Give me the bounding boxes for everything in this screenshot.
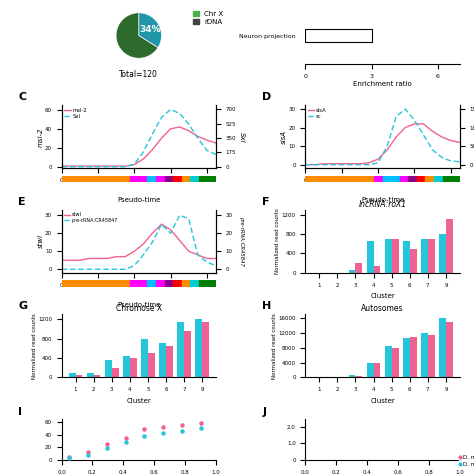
Bar <box>410 337 417 377</box>
Point <box>178 421 185 429</box>
Point <box>65 453 73 460</box>
Wedge shape <box>139 13 162 48</box>
Bar <box>112 368 118 377</box>
Bar <box>177 321 184 377</box>
Bar <box>349 271 356 273</box>
Point <box>140 432 148 439</box>
Y-axis label: Normalized read counts: Normalized read counts <box>272 313 277 379</box>
Bar <box>69 373 75 377</box>
Title: Chromose X: Chromose X <box>116 304 162 313</box>
Bar <box>202 321 209 377</box>
X-axis label: Cluster: Cluster <box>370 293 395 299</box>
Text: H: H <box>262 301 272 311</box>
Point <box>122 434 129 441</box>
Legend: Chr X, rDNA: Chr X, rDNA <box>191 8 226 27</box>
X-axis label: Pseudo-time: Pseudo-time <box>361 197 404 203</box>
Title: Autosomes: Autosomes <box>361 304 404 313</box>
Point <box>65 454 73 462</box>
Point <box>159 429 167 437</box>
Y-axis label: sisA: sisA <box>282 130 287 144</box>
X-axis label: Pseudo-time: Pseudo-time <box>117 301 161 308</box>
Bar <box>385 346 392 377</box>
X-axis label: Cluster: Cluster <box>370 398 395 404</box>
Bar <box>439 234 446 273</box>
Bar <box>93 375 100 377</box>
Bar <box>130 358 137 377</box>
Bar <box>105 360 112 377</box>
Text: 34%: 34% <box>139 25 161 34</box>
Bar <box>141 338 148 377</box>
Y-axis label: Sxl: Sxl <box>238 132 245 142</box>
Text: D: D <box>262 92 272 102</box>
Bar <box>184 331 191 377</box>
Bar <box>367 363 374 377</box>
Bar <box>166 346 173 377</box>
Y-axis label: Normalized read counts: Normalized read counts <box>275 209 280 274</box>
Bar <box>148 353 155 377</box>
Text: C: C <box>18 92 27 102</box>
Legend: stwl, pre-rRNA:CR45847: stwl, pre-rRNA:CR45847 <box>64 212 118 223</box>
Bar <box>195 319 202 377</box>
Point <box>197 419 204 427</box>
Bar <box>87 373 93 377</box>
Bar <box>428 335 435 377</box>
Bar <box>428 239 435 273</box>
Text: J: J <box>262 407 266 417</box>
Point <box>103 445 110 452</box>
Point <box>103 440 110 448</box>
X-axis label: Cluster: Cluster <box>127 398 151 404</box>
Y-axis label: pre-rRNA:CR45847: pre-rRNA:CR45847 <box>239 217 244 266</box>
Point <box>84 451 92 458</box>
X-axis label: Pseudo-time: Pseudo-time <box>117 197 161 203</box>
Bar <box>421 333 428 377</box>
Legend: msl-2, Sxl: msl-2, Sxl <box>64 108 87 119</box>
Legend: D. melanogaster, D. melanogaster: D. melanogaster, D. melanogaster <box>456 453 474 469</box>
Bar <box>159 343 166 377</box>
Point <box>159 423 167 431</box>
Bar <box>446 219 453 273</box>
Bar <box>403 338 410 377</box>
Text: Total=120: Total=120 <box>119 70 158 79</box>
Point <box>197 424 204 432</box>
Bar <box>356 263 362 273</box>
Bar <box>410 249 417 273</box>
Point <box>84 448 92 456</box>
Bar <box>421 239 428 273</box>
Point <box>178 427 185 435</box>
Bar <box>123 356 130 377</box>
Wedge shape <box>116 13 158 58</box>
Bar <box>392 239 399 273</box>
Bar <box>367 241 374 273</box>
Y-axis label: stwl: stwl <box>37 234 44 248</box>
Text: E: E <box>18 197 26 207</box>
Point <box>140 426 148 433</box>
Bar <box>374 363 381 377</box>
Bar <box>305 29 372 42</box>
Bar <box>392 348 399 377</box>
Point <box>122 438 129 446</box>
Bar <box>446 322 453 377</box>
Bar <box>374 265 381 273</box>
Y-axis label: msl-2: msl-2 <box>37 127 44 146</box>
Legend: sisA, sc: sisA, sc <box>308 108 327 119</box>
Bar <box>439 318 446 377</box>
Text: G: G <box>18 301 27 311</box>
Bar <box>385 239 392 273</box>
Bar <box>75 375 82 377</box>
Bar <box>403 241 410 273</box>
Y-axis label: Normalized read counts: Normalized read counts <box>31 313 36 379</box>
X-axis label: Enrichment ratio: Enrichment ratio <box>353 82 412 87</box>
Text: F: F <box>262 197 270 207</box>
Text: I: I <box>18 407 22 417</box>
Title: lncRNA:roX1: lncRNA:roX1 <box>358 200 407 209</box>
Bar <box>349 375 356 377</box>
Bar <box>356 376 362 377</box>
